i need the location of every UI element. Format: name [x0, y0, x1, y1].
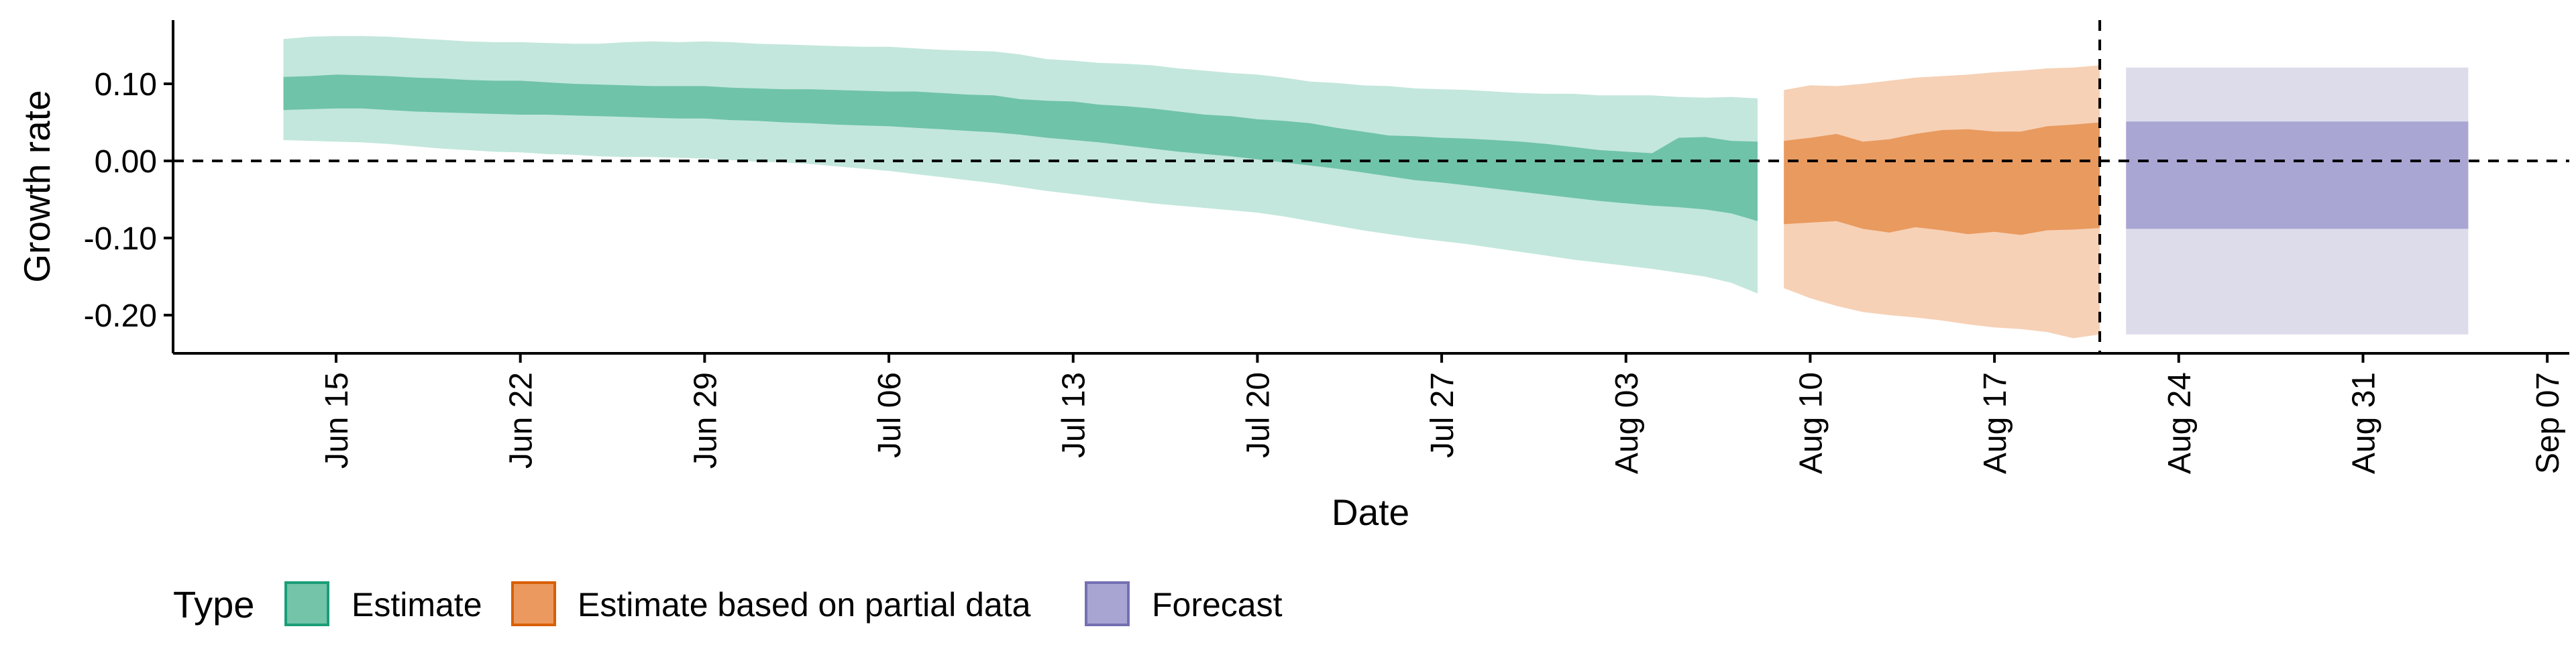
legend-swatch — [1085, 581, 1130, 626]
x-tick-label: Jul 13 — [1057, 372, 1092, 458]
x-tick-label: Jul 20 — [1240, 372, 1276, 458]
y-tick-label: -0.20 — [84, 298, 157, 334]
y-tick-label: 0.00 — [95, 144, 157, 180]
series-estimate — [283, 36, 1758, 294]
legend-label: Forecast — [1152, 586, 1283, 624]
legend-title: Type — [173, 583, 254, 626]
x-tick-label: Aug 31 — [2347, 372, 2382, 474]
x-tick-label: Aug 17 — [1978, 372, 2013, 474]
y-tick-label: -0.10 — [84, 221, 157, 257]
legend: Type Estimate Estimate based on partial da… — [173, 581, 1283, 626]
x-tick-label: Jun 29 — [688, 372, 723, 469]
y-axis-title: Growth rate — [16, 90, 58, 282]
legend-item: Estimate based on partial data — [511, 581, 1031, 626]
reference-lines — [173, 20, 2569, 353]
series-bands — [283, 36, 2469, 339]
series-forecast — [2126, 67, 2469, 335]
axes: 0.10 0.00 -0.10 -0.20 Jun 15 Jun 22 Jun 29 Jul … — [16, 20, 2569, 533]
y-tick-label: 0.10 — [95, 67, 157, 103]
inner-interval-band — [283, 74, 1758, 221]
x-tick-label: Aug 10 — [1793, 372, 1829, 474]
x-tick-label: Jul 06 — [872, 372, 908, 458]
x-tick-label: Aug 03 — [1609, 372, 1645, 474]
legend-item: Estimate — [284, 581, 482, 626]
inner-interval-band — [2126, 121, 2469, 229]
x-tick-label: Jun 22 — [504, 372, 539, 469]
legend-swatch — [284, 581, 329, 626]
x-axis-title: Date — [1332, 491, 1409, 533]
x-tick-label: Jul 27 — [1425, 372, 1460, 458]
legend-label: Estimate — [352, 586, 482, 624]
legend-item: Forecast — [1085, 581, 1283, 626]
inner-interval-band — [1784, 122, 2100, 235]
x-tick-label: Sep 07 — [2530, 372, 2566, 474]
x-tick-label: Aug 24 — [2162, 372, 2198, 474]
series-estimate-based-on-partial-data — [1784, 65, 2100, 339]
x-tick-label: Jun 15 — [319, 372, 355, 469]
legend-swatch — [511, 581, 556, 626]
legend-label: Estimate based on partial data — [578, 586, 1031, 624]
